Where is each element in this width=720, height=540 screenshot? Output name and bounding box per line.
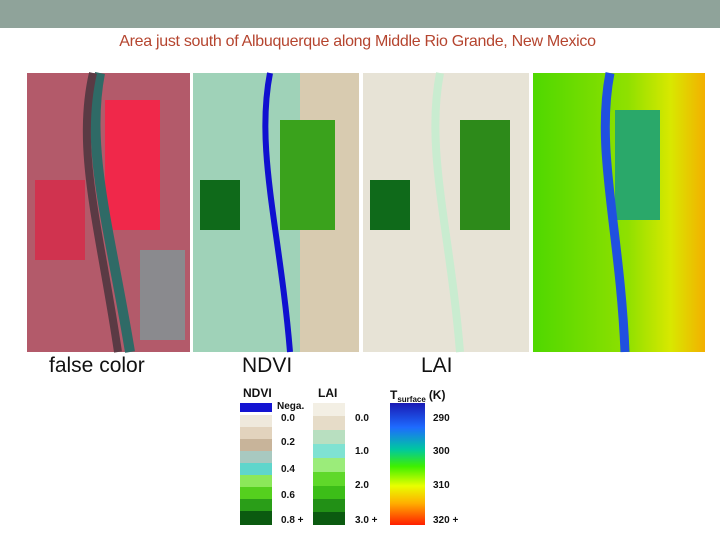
legend-labels: 0.0 0.2 0.4 0.6 0.8 + 0.0 1.0 2.0 3.0 + 290 300 310… xyxy=(281,413,458,526)
legend-label: 300 xyxy=(433,446,450,457)
legend-label: 310 xyxy=(433,480,450,491)
legend-label: 0.0 xyxy=(281,413,295,424)
header-bar xyxy=(0,0,720,28)
legend-label: 320 + xyxy=(433,515,458,526)
legend-label: 0.8 + xyxy=(281,515,304,526)
slide-title: Area just south of Albuquerque along Mid… xyxy=(119,33,596,50)
thermal-image xyxy=(533,72,705,353)
legend-label: 0.4 xyxy=(281,464,295,475)
lai-image xyxy=(363,72,529,353)
legend-label: 0.0 xyxy=(355,413,369,424)
legend-title: Tsurface (K) xyxy=(390,388,445,404)
legend-subscript: surface xyxy=(397,395,426,404)
temperature-color-bar xyxy=(390,403,425,525)
legend-symbol: T xyxy=(390,388,398,402)
false-color-image xyxy=(27,72,190,353)
panel-label: NDVI xyxy=(242,354,293,377)
legend-title: LAI xyxy=(318,386,337,400)
ndvi-image xyxy=(193,72,359,353)
panel-label: LAI xyxy=(421,354,453,377)
ndvi-color-bar xyxy=(240,403,272,525)
legend-label: Nega. xyxy=(277,401,304,412)
legend-label: 290 xyxy=(433,413,450,424)
legend-title: NDVI xyxy=(243,386,272,400)
legend-label: 0.2 xyxy=(281,437,295,448)
legend-label: 0.6 xyxy=(281,490,295,501)
lai-color-bar xyxy=(313,403,345,525)
legend-label: 2.0 xyxy=(355,480,369,491)
panel-label: false color xyxy=(49,354,145,377)
legend-label: 1.0 xyxy=(355,446,369,457)
legend-label: 3.0 + xyxy=(355,515,378,526)
legend-unit: (K) xyxy=(429,388,446,402)
